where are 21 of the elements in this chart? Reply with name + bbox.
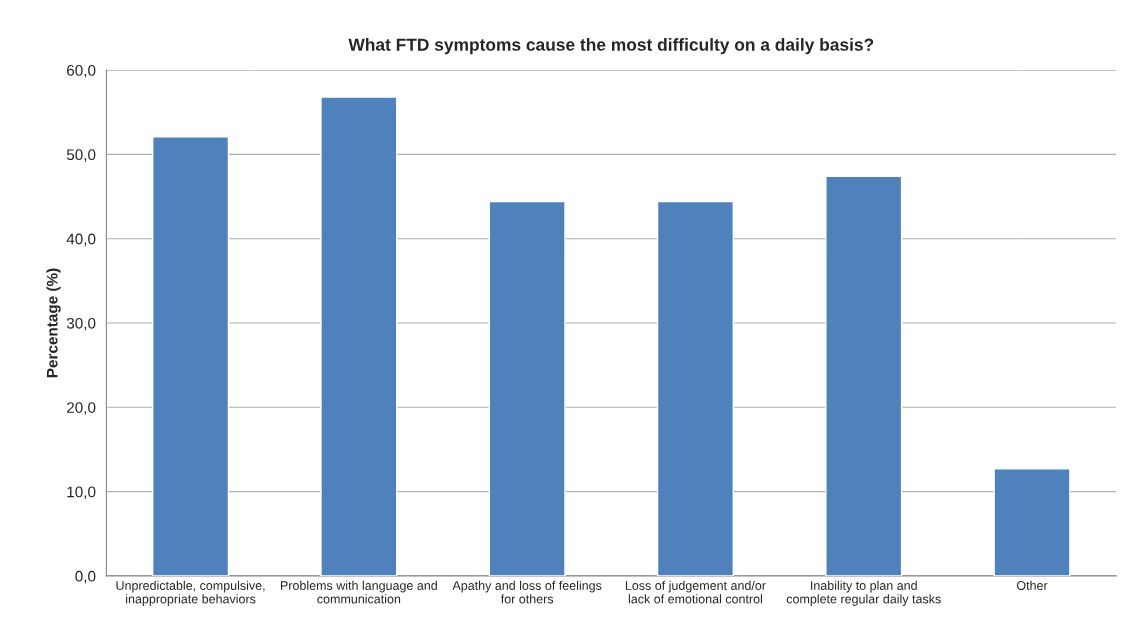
- chart-title: What FTD symptoms cause the most difficulty on a daily basis?: [348, 38, 874, 55]
- bar: [825, 175, 903, 576]
- x-tick-label: Other: [1016, 580, 1048, 590]
- y-tick-label: 40,0: [66, 233, 96, 247]
- y-tick-label: 30,0: [66, 317, 96, 331]
- bar: [151, 136, 230, 576]
- y-tick-label: 0,0: [75, 570, 96, 584]
- y-tick-label: 50,0: [66, 149, 96, 162]
- y-tick-label: 10,0: [67, 486, 96, 500]
- bar: [993, 468, 1071, 576]
- x-tick-label: Loss of judgement and/or lack of emotional control: [625, 580, 766, 604]
- x-tick-label: Unpredictable, compulsive, inappropriate behaviors: [116, 580, 265, 606]
- bar: [488, 200, 566, 576]
- x-tick-label: Inability to plan and complete regular daily tasks: [786, 580, 941, 606]
- x-tick-label: Problems with language and communication: [281, 580, 437, 604]
- y-axis-title: Percentage (%): [46, 268, 61, 378]
- bar: [320, 96, 398, 576]
- x-tick-label: Apathy and loss of feelings for others: [452, 580, 602, 604]
- bar: [656, 200, 734, 576]
- y-tick-label: 20,0: [67, 402, 96, 415]
- y-tick-label: 60,0: [67, 64, 96, 78]
